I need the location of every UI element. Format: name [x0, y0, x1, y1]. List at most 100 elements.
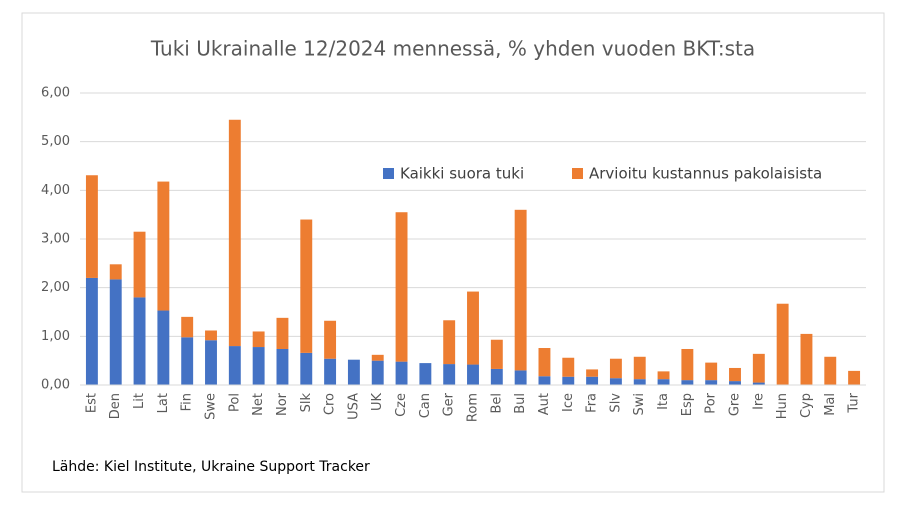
x-tick-label: Net — [251, 393, 266, 416]
bar-segment — [776, 303, 789, 385]
bar-segment — [752, 353, 765, 383]
legend-swatch — [572, 168, 583, 179]
bar-segment — [228, 346, 241, 385]
bar-segment — [562, 357, 575, 377]
x-tick-label: Ire — [751, 393, 766, 410]
bar-segment — [324, 320, 337, 359]
x-tick-label: Rom — [466, 393, 481, 422]
bar-segment — [371, 360, 384, 385]
x-tick-label: Esp — [680, 393, 695, 416]
y-tick-label: 1,00 — [41, 329, 70, 344]
bar-segment — [562, 376, 575, 385]
bar-segment — [133, 297, 146, 385]
x-tick-label: Slk — [299, 393, 314, 413]
bar-segment — [395, 212, 408, 362]
x-tick-label: USA — [346, 393, 361, 420]
bar-segment — [181, 337, 194, 385]
x-tick-label: Cro — [323, 393, 338, 415]
x-tick-label: Ice — [561, 393, 576, 412]
x-tick-label: Lit — [132, 393, 147, 409]
bar-segment — [752, 382, 765, 385]
x-tick-label: Can — [418, 393, 433, 418]
y-tick-label: 3,00 — [41, 232, 70, 247]
x-tick-label: Aut — [537, 393, 552, 415]
bar-segment — [490, 368, 503, 385]
x-tick-label: Mal — [823, 393, 838, 416]
chart-border — [21, 12, 885, 493]
bar-segment — [300, 352, 313, 385]
x-tick-label: Gre — [728, 393, 743, 416]
bar-segment — [657, 371, 670, 380]
bar-segment — [109, 264, 122, 280]
x-tick-label: Bul — [513, 393, 528, 414]
y-tick-label: 4,00 — [41, 183, 70, 198]
bar-segment — [157, 181, 170, 311]
bar-segment — [609, 358, 622, 379]
chart-title: Tuki Ukrainalle 12/2024 mennessä, % yhde… — [150, 37, 755, 61]
bar-segment — [371, 354, 384, 361]
bar-segment — [347, 359, 360, 385]
bar-segment — [586, 369, 599, 377]
bar-segment — [490, 339, 503, 369]
bar-segment — [538, 348, 551, 377]
x-tick-label: UK — [370, 393, 385, 412]
bar-segment — [252, 347, 265, 385]
bar-segment — [205, 340, 217, 385]
bar-segment — [681, 348, 694, 381]
bar-segment — [443, 364, 456, 385]
bar-segment — [538, 376, 551, 385]
bar-segment — [824, 356, 837, 385]
x-tick-label: Cyp — [799, 393, 814, 418]
x-tick-label: Fra — [585, 393, 600, 413]
y-tick-label: 0,00 — [41, 378, 70, 393]
x-tick-label: Swi — [632, 393, 647, 416]
bar-segment — [729, 367, 741, 382]
bar-segment — [395, 361, 408, 385]
bar-segment — [705, 380, 718, 385]
bar-segment — [681, 380, 694, 385]
legend-label: Kaikki suora tuki — [400, 165, 524, 183]
x-tick-label: Cze — [394, 393, 409, 417]
bar-segment — [109, 279, 122, 385]
x-tick-label: Por — [704, 392, 719, 413]
bar-segment — [729, 381, 741, 385]
x-tick-label: Ger — [442, 392, 457, 416]
bar-segment — [705, 362, 718, 381]
bar-segment — [467, 364, 479, 385]
x-tick-label: Den — [108, 393, 123, 419]
legend-label: Arvioitu kustannus pakolaisista — [589, 165, 822, 183]
bar-segment — [657, 379, 670, 385]
bar-segment — [300, 219, 313, 353]
bar-segment — [609, 378, 622, 385]
x-tick-label: Bel — [489, 393, 504, 414]
legend-swatch — [383, 168, 394, 179]
bar-segment — [419, 363, 432, 385]
bar-segment — [276, 317, 289, 349]
bar-segment — [85, 277, 98, 385]
bar-segment — [443, 320, 456, 365]
y-tick-label: 6,00 — [41, 86, 70, 101]
x-tick-label: Est — [84, 393, 99, 413]
bar-segment — [133, 231, 146, 298]
bar-segment — [633, 356, 646, 380]
bar-segment — [800, 333, 813, 385]
x-tick-label: Swe — [204, 393, 219, 420]
bar-segment — [252, 331, 265, 348]
y-tick-label: 2,00 — [41, 280, 70, 295]
bar-segment — [848, 370, 861, 385]
bar-segment — [181, 316, 194, 338]
bar-segment — [324, 358, 337, 385]
x-tick-label: Lat — [156, 393, 171, 413]
bar-segment — [514, 209, 527, 371]
y-tick-label: 5,00 — [41, 134, 70, 149]
x-tick-label: Slv — [608, 393, 623, 413]
bar-segment — [586, 376, 599, 385]
bar-segment — [157, 310, 170, 385]
bar-segment — [205, 330, 217, 341]
x-tick-label: Tur — [847, 392, 862, 413]
source-note: Lähde: Kiel Institute, Ukraine Support T… — [52, 459, 370, 475]
bar-segment — [85, 175, 98, 278]
x-tick-label: Hun — [775, 393, 790, 419]
bar-segment — [514, 370, 527, 385]
